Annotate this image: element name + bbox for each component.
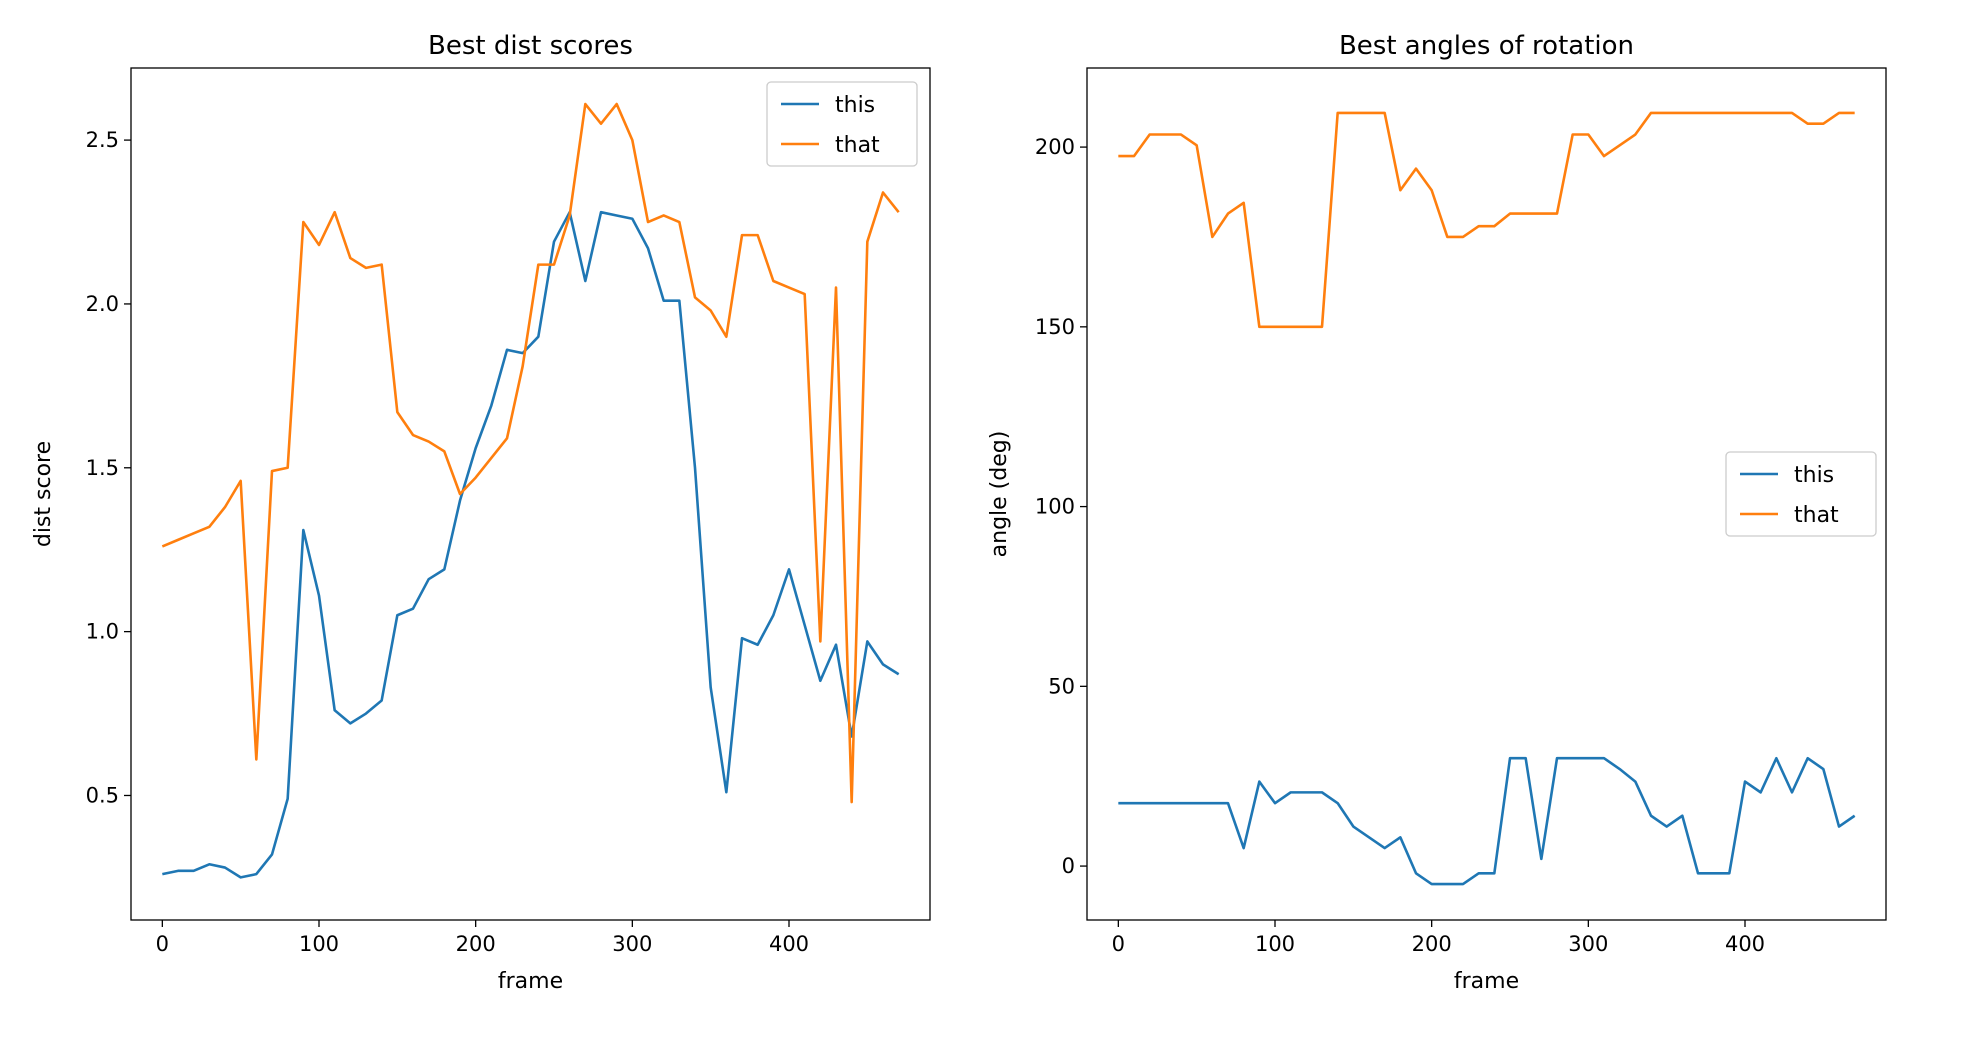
series-line-this (162, 210, 900, 879)
legend: this that (1725, 451, 1877, 537)
series-line-this (1118, 756, 1856, 886)
y-tick-label: 0.5 (86, 783, 119, 807)
x-tick-label: 300 (1568, 932, 1608, 956)
chart-title: Best angles of rotation (1339, 31, 1634, 61)
legend: this that (766, 81, 918, 167)
y-tick-label: 1.5 (86, 456, 119, 480)
x-tick-label: 100 (299, 932, 339, 956)
axes-frame (1086, 67, 1887, 921)
legend-label-this: this (1794, 463, 1834, 488)
y-tick-label: 50 (1048, 674, 1075, 698)
chart-title: Best dist scores (428, 31, 633, 61)
chart-angles-of-rotation: Best angles of rotation 0 100 200 300 400 0 50 1… (987, 31, 1887, 994)
y-axis-label: angle (deg) (987, 431, 1012, 558)
axes-frame (130, 67, 931, 921)
y-tick-label: 150 (1035, 315, 1075, 339)
series-line-that (1118, 111, 1855, 329)
x-axis-label: frame (1454, 969, 1519, 994)
y-tick-label: 1.0 (86, 620, 119, 644)
x-tick-label: 400 (769, 932, 809, 956)
y-axis-label: dist score (31, 441, 56, 547)
series-line-that (161, 102, 900, 804)
x-axis-label: frame (498, 969, 563, 994)
legend-label-that: that (835, 133, 880, 158)
legend-label-that: that (1794, 503, 1839, 528)
y-tick-label: 200 (1035, 135, 1075, 159)
legend-label-this: this (835, 93, 875, 118)
x-tick-label: 300 (612, 932, 652, 956)
x-tick-label: 100 (1255, 932, 1295, 956)
chart-dist-scores: Best dist scores 0 100 200 300 400 0.5 1.0 1.5 2.… (31, 31, 931, 994)
x-tick-label: 400 (1725, 932, 1765, 956)
y-tick-label: 100 (1035, 495, 1075, 519)
y-tick-label: 2.5 (86, 128, 119, 152)
y-tick-label: 2.0 (86, 292, 119, 316)
x-tick-label: 200 (456, 932, 496, 956)
y-tick-label: 0 (1062, 854, 1075, 878)
x-tick-label: 200 (1412, 932, 1452, 956)
x-tick-label: 0 (1112, 932, 1125, 956)
x-tick-label: 0 (156, 932, 169, 956)
